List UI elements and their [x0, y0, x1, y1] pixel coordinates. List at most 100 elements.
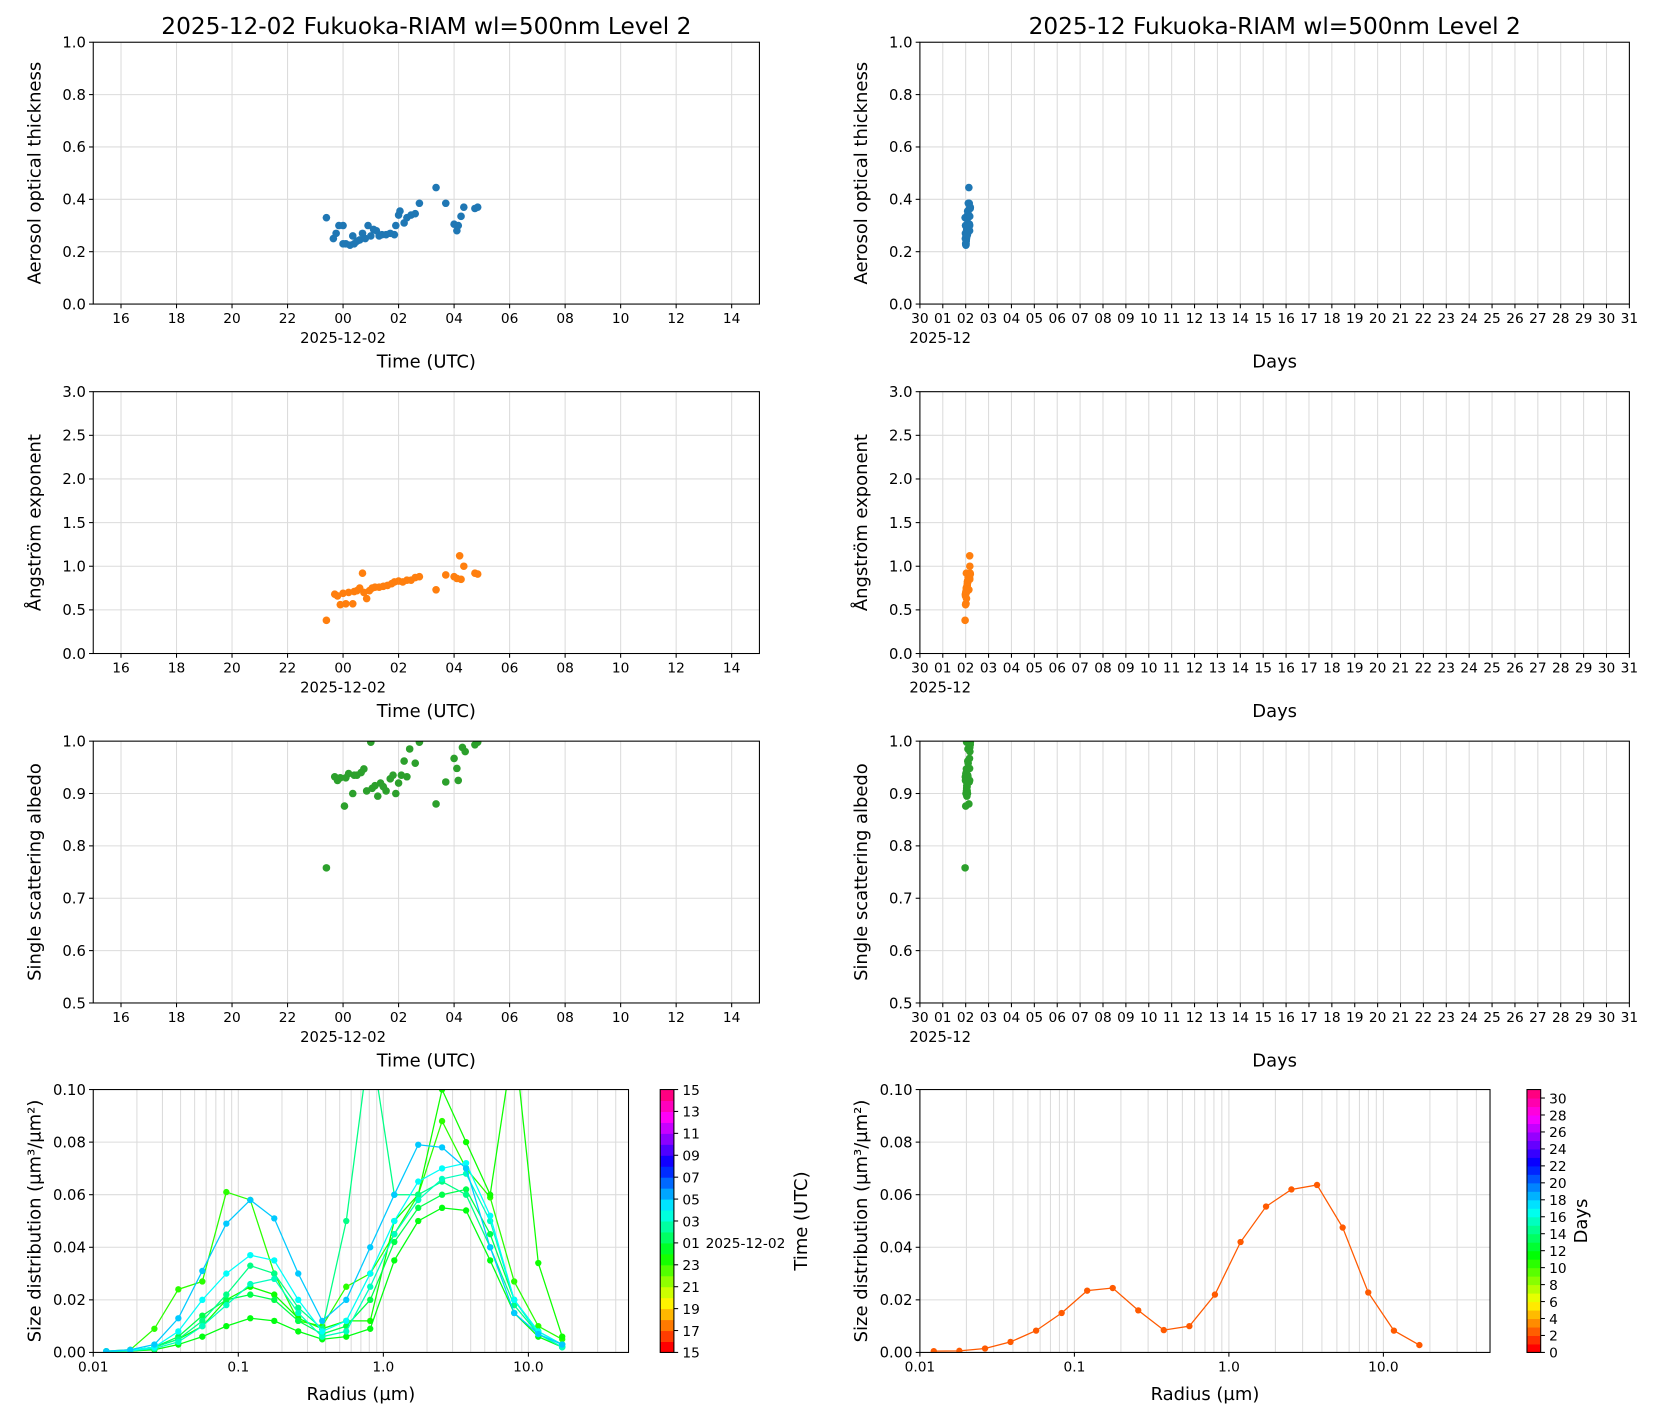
- x-tick-label: 08: [556, 661, 573, 677]
- x-tick-label: 11: [1163, 1010, 1180, 1026]
- data-point: [415, 1217, 422, 1225]
- y-tick-label: 1.0: [62, 559, 85, 576]
- x-tick-label: 18: [1323, 661, 1340, 677]
- y-tick-label: 0.06: [880, 1187, 913, 1204]
- data-point: [103, 1347, 110, 1353]
- x-tick-label: 07: [1071, 1010, 1088, 1026]
- x-axis-label: Time (UTC): [376, 1050, 476, 1071]
- x-tick-label: 04: [445, 1010, 462, 1026]
- colorbar-segment: [1526, 1343, 1541, 1353]
- x-tick-label: 18: [168, 661, 185, 677]
- colorbar-segment: [660, 1210, 674, 1222]
- size-dist-time-chart: 0.01 0.1 1.0 10.0 0.00 0.02 0.04 0.06 0.08 0.10 Ra…: [24, 1082, 811, 1405]
- data-point: [175, 1328, 182, 1335]
- data-point: [343, 1296, 350, 1304]
- data-point: [199, 1317, 206, 1325]
- colorbar-segment: [1526, 1293, 1541, 1303]
- x-tick-label: 06: [501, 311, 518, 327]
- colorbar-segment: [1526, 1267, 1541, 1277]
- x-tick-label: 06: [1048, 1010, 1065, 1026]
- data-point: [319, 1333, 326, 1340]
- data-point: [391, 1217, 398, 1225]
- y-tick-label: 2.5: [62, 428, 85, 445]
- data-point: [389, 771, 397, 779]
- y-tick-label: 1.5: [889, 515, 912, 532]
- data-point: [367, 232, 375, 240]
- data-point: [343, 1217, 350, 1225]
- data-point: [965, 226, 974, 235]
- data-point: [1160, 1326, 1167, 1334]
- x-tick-label: 10: [1140, 661, 1157, 677]
- data-point: [1109, 1284, 1116, 1292]
- data-point: [247, 1196, 254, 1204]
- data-point: [1313, 1181, 1321, 1189]
- y-tick-label: 0.0: [62, 296, 85, 313]
- colorbar-tick-label: 28: [1549, 1108, 1566, 1124]
- data-point: [473, 741, 482, 746]
- data-point: [965, 551, 974, 560]
- x-tick-label: 01: [934, 1010, 951, 1026]
- y-tick-label: 2.0: [62, 471, 85, 488]
- y-tick-label: 0.08: [53, 1134, 86, 1151]
- x-axis-label: Radius (µm): [1151, 1384, 1260, 1405]
- data-point: [486, 1257, 494, 1264]
- colorbar-date-label: 2025-12-02: [706, 1236, 786, 1252]
- x-tick-label: 04: [445, 311, 462, 327]
- plot-area: [930, 1181, 1423, 1353]
- data-point: [438, 1204, 446, 1212]
- y-tick-label: 0.8: [889, 838, 912, 855]
- data-point: [486, 1212, 494, 1219]
- data-point: [295, 1309, 302, 1317]
- data-point: [295, 1296, 302, 1304]
- data-point: [438, 1191, 446, 1198]
- x-tick-label: 26: [1506, 661, 1523, 677]
- data-point: [199, 1322, 206, 1330]
- data-point: [1084, 1287, 1091, 1294]
- aod-time-chart: 16 18 20 22 00 02 04 06 08 10 12 14 0.0 0.2 0.4 0.6 0.8 1…: [24, 13, 760, 372]
- x-tick-label: 20: [223, 661, 240, 677]
- colorbar-tick-label: 01: [682, 1236, 699, 1252]
- data-point: [151, 1325, 158, 1332]
- x-tick-label: 09: [1117, 661, 1134, 677]
- data-point: [367, 1325, 374, 1332]
- data-point: [223, 1188, 230, 1196]
- y-axis-label: Aerosol optical thickness: [24, 62, 45, 285]
- colorbar-tick-label: 14: [1549, 1227, 1566, 1243]
- data-point: [405, 745, 414, 753]
- data-point: [432, 800, 440, 808]
- data-point: [511, 1296, 518, 1304]
- data-point: [322, 213, 331, 222]
- colorbar-tick-label: 0: [1549, 1346, 1558, 1362]
- colorbar-label: Days: [1571, 1199, 1592, 1244]
- data-point: [271, 1270, 278, 1277]
- aod-days-chart: 30 01 02 03 04 05 06 07 08 09 10 11 12 13 14 15 16 17 18 19…: [851, 13, 1638, 373]
- data-point: [247, 1315, 254, 1322]
- x-tick-label: 25: [1483, 661, 1500, 677]
- y-tick-label: 0.0: [889, 646, 912, 663]
- data-point: [390, 230, 399, 239]
- data-point: [382, 787, 390, 795]
- data-point: [454, 776, 463, 785]
- x-tick-label: 12: [667, 661, 684, 677]
- colorbar-segment: [1526, 1199, 1541, 1209]
- x-tick-label: 00: [334, 311, 351, 327]
- data-point: [438, 1117, 446, 1125]
- colorbar-segment: [660, 1275, 674, 1288]
- x-tick-label: 29: [1575, 1010, 1592, 1026]
- data-point: [247, 1280, 254, 1288]
- x-tick-label: 0.1: [227, 1359, 249, 1375]
- colorbar-segment: [660, 1330, 674, 1343]
- data-point: [358, 569, 367, 578]
- data-point: [511, 1278, 518, 1285]
- data-point: [332, 229, 340, 238]
- x-tick-label: 30: [911, 1010, 928, 1026]
- x-tick-label: 22: [1415, 1010, 1432, 1026]
- data-point: [438, 1089, 446, 1093]
- x-tick-label: 12: [1186, 1010, 1203, 1026]
- x-tick-label: 02: [957, 311, 974, 327]
- data-point: [391, 1230, 398, 1238]
- colorbar-segment: [660, 1133, 674, 1145]
- colorbar-tick-label: 23: [682, 1258, 699, 1274]
- data-point: [461, 747, 469, 756]
- x-tick-label: 15: [1254, 1010, 1271, 1026]
